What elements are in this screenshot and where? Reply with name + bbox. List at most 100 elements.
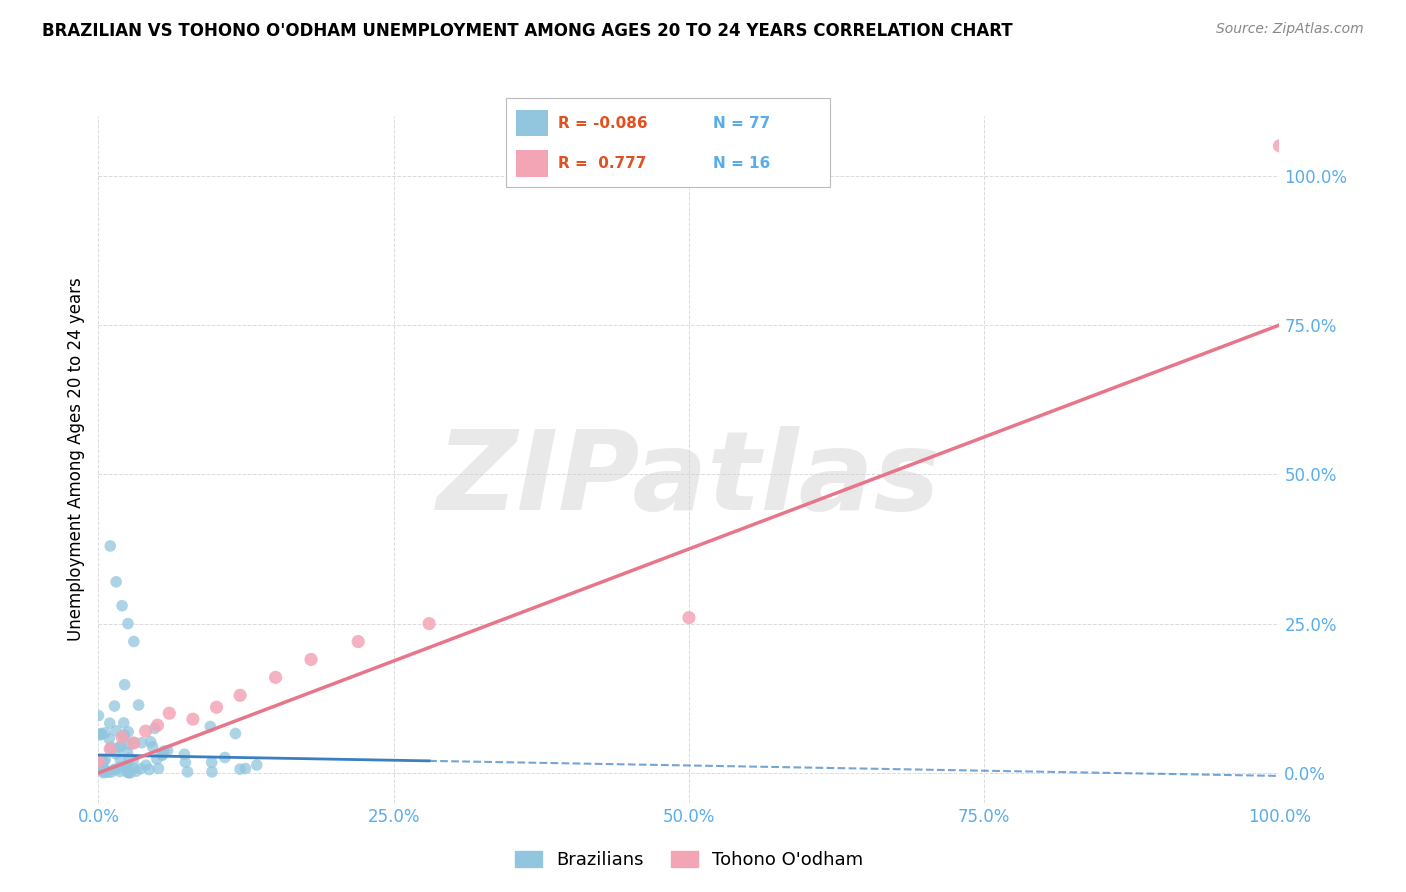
Point <box>173 747 195 762</box>
Point <box>115 758 138 772</box>
Point <box>122 736 145 750</box>
Text: R = -0.086: R = -0.086 <box>558 116 648 130</box>
Point <box>678 610 700 624</box>
Legend: Brazilians, Tohono O'odham: Brazilians, Tohono O'odham <box>508 844 870 876</box>
Point <box>229 762 252 776</box>
Point <box>98 539 121 553</box>
Point <box>94 726 117 740</box>
Point <box>93 762 115 776</box>
Point <box>90 759 112 773</box>
Point <box>122 736 145 750</box>
Point <box>146 752 169 766</box>
Text: N = 16: N = 16 <box>713 156 770 170</box>
Point <box>143 722 166 736</box>
Text: Source: ZipAtlas.com: Source: ZipAtlas.com <box>1216 22 1364 37</box>
Point <box>200 719 222 733</box>
Point <box>138 763 160 777</box>
Point <box>105 723 128 738</box>
Point <box>98 716 121 731</box>
Point <box>89 728 111 742</box>
Point <box>108 740 131 755</box>
Text: ZIPatlas: ZIPatlas <box>437 426 941 533</box>
Point <box>150 747 173 762</box>
Point <box>157 706 180 721</box>
FancyBboxPatch shape <box>516 110 548 136</box>
Point <box>94 764 117 779</box>
Point <box>224 726 246 740</box>
Text: R =  0.777: R = 0.777 <box>558 156 647 170</box>
Point <box>115 760 138 774</box>
Y-axis label: Unemployment Among Ages 20 to 24 years: Unemployment Among Ages 20 to 24 years <box>66 277 84 641</box>
Point <box>125 764 148 779</box>
Point <box>98 742 121 756</box>
FancyBboxPatch shape <box>506 98 830 187</box>
FancyBboxPatch shape <box>516 150 548 177</box>
Point <box>246 758 269 772</box>
Point <box>103 699 125 714</box>
Point <box>108 764 131 779</box>
Point <box>129 762 152 776</box>
Point <box>110 753 132 767</box>
Point <box>235 762 257 776</box>
Point <box>90 727 112 741</box>
Point <box>205 700 228 714</box>
Point <box>139 735 162 749</box>
Point <box>299 652 322 666</box>
Point <box>112 730 135 744</box>
Point <box>128 698 150 712</box>
Point <box>264 670 287 684</box>
Point <box>148 762 170 776</box>
Point <box>118 751 141 765</box>
Point <box>122 634 145 648</box>
Point <box>201 764 224 779</box>
Point <box>1268 138 1291 153</box>
Text: N = 77: N = 77 <box>713 116 770 130</box>
Point <box>201 756 224 770</box>
Point <box>90 726 112 740</box>
Point <box>117 765 139 780</box>
Point <box>418 616 440 631</box>
Point <box>98 731 121 746</box>
Point <box>229 688 252 702</box>
Point <box>111 730 134 744</box>
Point <box>91 763 114 777</box>
Point <box>111 599 134 613</box>
Point <box>114 678 136 692</box>
Point <box>131 736 153 750</box>
Point <box>153 744 176 758</box>
Point <box>87 754 110 768</box>
Point <box>91 761 114 775</box>
Point <box>122 753 145 767</box>
Point <box>104 747 127 761</box>
Text: BRAZILIAN VS TOHONO O'ODHAM UNEMPLOYMENT AMONG AGES 20 TO 24 YEARS CORRELATION C: BRAZILIAN VS TOHONO O'ODHAM UNEMPLOYMENT… <box>42 22 1012 40</box>
Point <box>152 748 174 763</box>
Point <box>117 724 139 739</box>
Point <box>100 765 122 780</box>
Point <box>146 718 169 732</box>
Point <box>120 765 142 780</box>
Point <box>347 634 370 648</box>
Point <box>142 739 165 754</box>
Point <box>176 764 198 779</box>
Point <box>181 712 204 726</box>
Point <box>87 708 110 723</box>
Point <box>156 743 179 757</box>
Point <box>122 762 145 776</box>
Point <box>118 738 141 752</box>
Point <box>174 756 197 770</box>
Point <box>100 740 122 755</box>
Point <box>117 765 139 780</box>
Point <box>110 760 132 774</box>
Point <box>97 765 120 780</box>
Point <box>117 746 139 760</box>
Point <box>94 753 117 767</box>
Point <box>105 574 128 589</box>
Point <box>135 724 157 739</box>
Point <box>110 739 132 753</box>
Point <box>135 758 157 772</box>
Point <box>112 728 135 742</box>
Point <box>93 765 115 780</box>
Point <box>214 750 236 764</box>
Point <box>93 754 115 768</box>
Point <box>117 616 139 631</box>
